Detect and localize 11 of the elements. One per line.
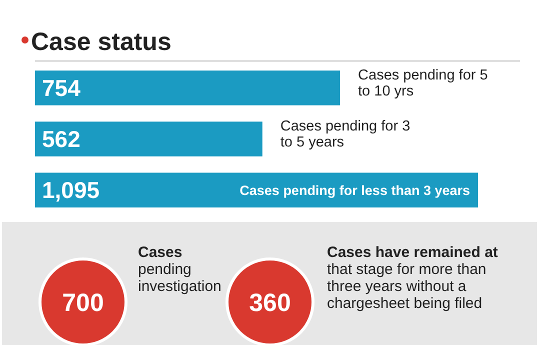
data-label: 754	[42, 74, 81, 101]
y-tick-label: Cases pending for 5 to 10 yrs	[358, 68, 488, 100]
text: Cases pending investigation	[138, 244, 222, 295]
text: 700	[62, 289, 104, 317]
data-label: 1,095	[42, 177, 100, 204]
y-tick-label: Cases pending for less than 3 years	[240, 183, 470, 198]
text: Cases have remained at that stage for more than three years without a chargesheet being filed	[327, 244, 498, 312]
chart-title: Case status	[31, 28, 172, 56]
data-label: 562	[42, 126, 80, 152]
text: 360	[249, 289, 291, 317]
y-tick-label: Cases pending for 3 to 5 years	[280, 118, 410, 151]
